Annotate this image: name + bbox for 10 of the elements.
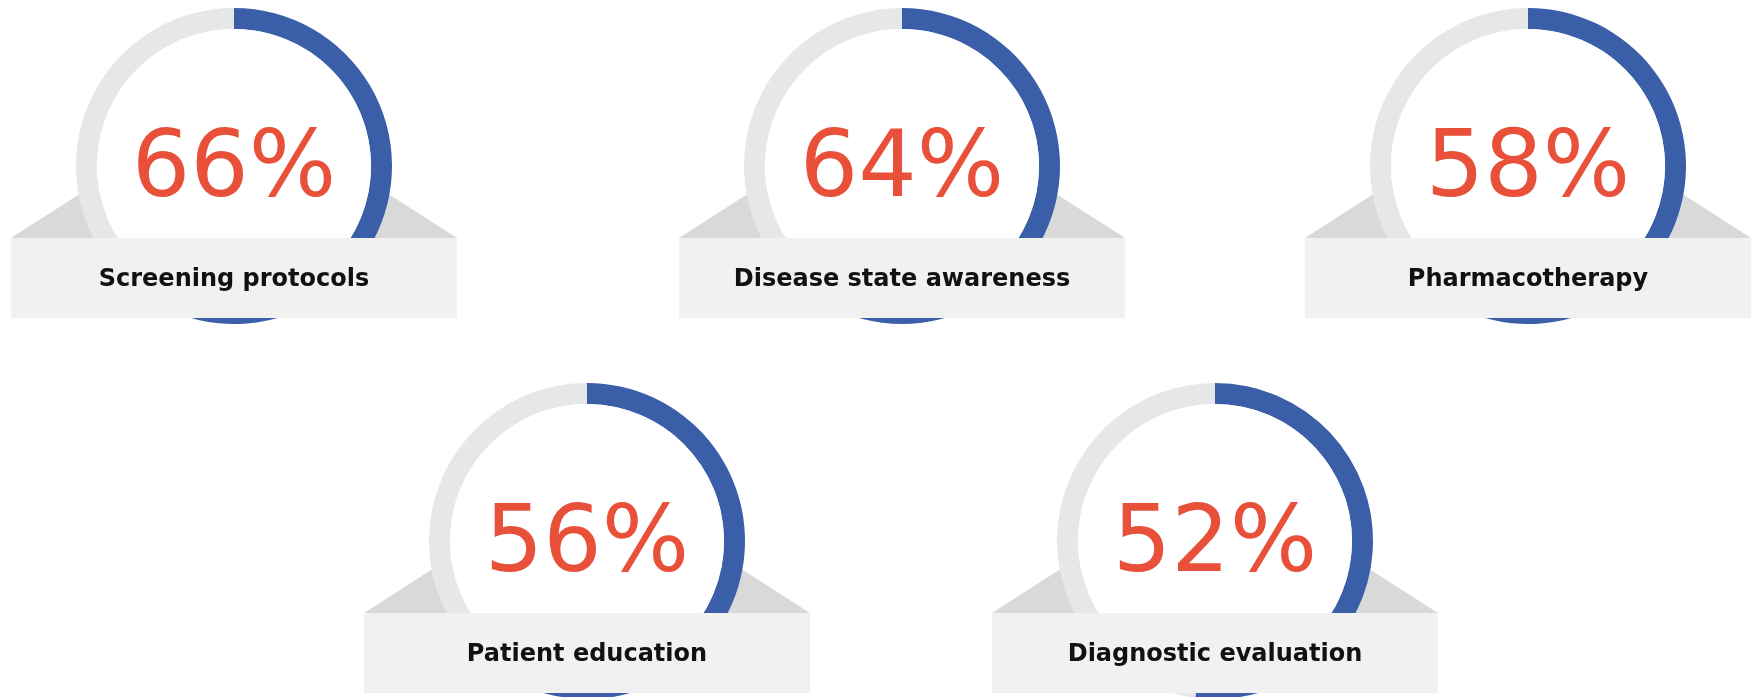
data-label: 64%: [799, 111, 1005, 218]
data-label: 52%: [1112, 486, 1318, 593]
text: Patient education: [466, 639, 708, 667]
text: Pharmacotherapy: [1407, 264, 1649, 292]
text: Diagnostic evaluation: [1067, 639, 1363, 667]
data-label: 56%: [484, 486, 690, 593]
text: Disease state awareness: [733, 264, 1071, 292]
data-label: 66%: [131, 111, 337, 218]
data-label: 58%: [1425, 111, 1631, 218]
text: Screening protocols: [98, 264, 370, 292]
